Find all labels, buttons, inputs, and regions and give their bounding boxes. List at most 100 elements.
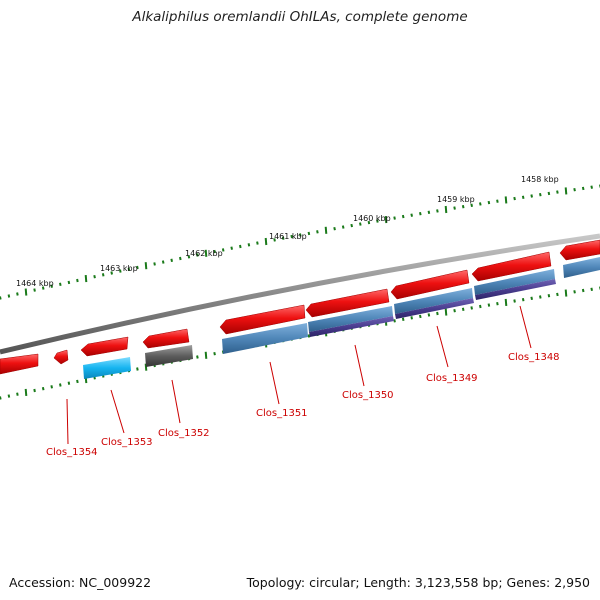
outer-scale-minor-tick xyxy=(161,260,165,264)
outer-scale-minor-tick xyxy=(213,249,216,254)
cog-bar-clos-1349-a[interactable] xyxy=(394,288,473,314)
gene-label-clos-1350[interactable]: Clos_1350 xyxy=(342,390,394,401)
gene-arrow-clos-1349[interactable] xyxy=(390,269,470,300)
cog-bar-clos-1353[interactable] xyxy=(83,357,131,379)
gene-label-clos-1354[interactable]: Clos_1354 xyxy=(46,447,98,458)
cog-bar-clos-1350-a[interactable] xyxy=(308,306,393,332)
leader-clos-1350 xyxy=(354,344,365,387)
outer-scale-major-tick xyxy=(504,196,508,204)
scale-label-1463: 1463 kbp xyxy=(100,264,138,273)
outer-scale-minor-tick xyxy=(496,199,499,203)
outer-scale-minor-tick xyxy=(556,190,559,194)
cog-bar-clos-1350-b[interactable] xyxy=(309,316,394,337)
outer-scale-minor-tick xyxy=(376,219,379,223)
outer-scale-minor-tick xyxy=(76,278,79,283)
inner-scale-minor-tick xyxy=(521,298,525,302)
leader-clos-1352 xyxy=(171,379,181,424)
gene-label-clos-1353[interactable]: Clos_1353 xyxy=(101,437,153,448)
inner-scale-minor-tick xyxy=(427,313,431,317)
outer-scale-major-tick xyxy=(264,237,268,246)
inner-scale-minor-tick xyxy=(16,392,19,396)
outer-scale-minor-tick xyxy=(436,209,439,213)
accession-text: Accession: NC_009922 xyxy=(9,575,152,590)
outer-scale-minor-tick xyxy=(50,284,53,288)
gene-arrow-clos-1354[interactable] xyxy=(53,349,69,365)
inner-scale-minor-tick xyxy=(307,334,311,338)
gene-label-clos-1349[interactable]: Clos_1349 xyxy=(426,373,478,384)
inner-scale-minor-tick xyxy=(0,396,2,400)
cog-bar-clos-1348-a[interactable] xyxy=(474,269,555,295)
cog-bar-clos-1348-b[interactable] xyxy=(475,279,556,300)
inner-scale-minor-tick xyxy=(7,394,11,398)
inner-scale-ticks xyxy=(0,286,600,400)
inner-scale-minor-tick xyxy=(530,296,533,300)
outer-scale-minor-tick xyxy=(350,223,353,228)
inner-scale-minor-tick xyxy=(470,306,473,310)
gene-arrow-clos-1353[interactable] xyxy=(80,336,129,357)
inner-scale-minor-tick xyxy=(590,287,593,291)
outer-scale-minor-tick xyxy=(273,238,276,242)
gene-label-clos-1352[interactable]: Clos_1352 xyxy=(158,428,210,439)
inner-scale-minor-tick xyxy=(573,290,576,294)
outer-scale-minor-tick xyxy=(393,216,396,220)
outer-scale-major-tick xyxy=(384,216,388,224)
outer-scale-minor-tick xyxy=(110,271,113,275)
inner-scale-minor-tick xyxy=(213,352,216,356)
cog-bar-clos-1349-b[interactable] xyxy=(395,298,474,319)
gene-arrow-next[interactable] xyxy=(559,239,600,261)
inner-scale-minor-tick xyxy=(436,311,439,316)
gene-label-leaders xyxy=(66,305,532,445)
gene-arrow-clos-1348[interactable] xyxy=(471,251,552,282)
inner-scale-minor-tick xyxy=(581,288,585,293)
outer-scale-major-tick xyxy=(24,288,28,296)
leader-clos-1351 xyxy=(269,361,280,405)
inner-scale-minor-tick xyxy=(33,388,36,393)
scale-label-1461: 1461 kbp xyxy=(269,232,307,241)
cog-bar-clos-1351[interactable] xyxy=(222,323,308,354)
inner-scale-minor-tick xyxy=(393,319,396,323)
scale-label-1458: 1458 kbp xyxy=(521,175,559,184)
inner-scale-major-tick xyxy=(564,289,568,297)
outer-scale-minor-tick xyxy=(367,220,371,225)
outer-scale-minor-tick xyxy=(573,188,576,192)
gene-label-clos-1351[interactable]: Clos_1351 xyxy=(256,408,308,419)
inner-scale-major-tick xyxy=(204,351,208,359)
outer-scale-major-tick xyxy=(324,226,328,234)
outer-scale-minor-tick xyxy=(539,193,542,197)
outer-scale-minor-tick xyxy=(33,288,36,292)
outer-scale-minor-tick xyxy=(67,280,71,285)
leader-clos-1349 xyxy=(436,325,449,368)
outer-scale-minor-tick xyxy=(590,185,593,189)
inner-scale-minor-tick xyxy=(419,314,422,319)
inner-scale-major-tick xyxy=(24,388,28,396)
outer-scale-minor-tick xyxy=(93,275,96,279)
outer-scale-minor-tick xyxy=(547,191,551,196)
gene-arrow-clos-1351[interactable] xyxy=(219,304,306,335)
outer-scale-minor-tick xyxy=(581,186,585,191)
outer-scale-minor-tick xyxy=(136,265,139,270)
outer-scale-minor-tick xyxy=(401,214,405,219)
gene-label-clos-1348[interactable]: Clos_1348 xyxy=(508,352,560,363)
inner-scale-minor-tick xyxy=(136,367,139,371)
outer-scale-minor-tick xyxy=(521,195,525,199)
inner-scale-minor-tick xyxy=(487,303,491,307)
cog-bar-next[interactable] xyxy=(563,257,600,278)
outer-scale-minor-tick xyxy=(196,253,199,257)
outer-scale-minor-tick xyxy=(299,233,302,237)
outer-scale-major-tick xyxy=(564,187,568,195)
inner-scale-major-tick xyxy=(444,308,448,316)
outer-scale-minor-tick xyxy=(461,205,465,209)
inner-scale-minor-tick xyxy=(539,295,542,299)
inner-scale-minor-tick xyxy=(496,302,499,306)
outer-scale-minor-tick xyxy=(101,273,105,277)
inner-scale-minor-tick xyxy=(401,317,405,321)
cog-bar-clos-1352[interactable] xyxy=(145,345,193,367)
gene-arrow-clos-1354-left[interactable] xyxy=(0,353,39,375)
leader-clos-1354 xyxy=(66,398,69,445)
inner-scale-major-tick xyxy=(144,363,148,371)
outer-scale-minor-tick xyxy=(7,294,11,298)
outer-scale-minor-tick xyxy=(230,246,233,250)
gene-arrow-clos-1350[interactable] xyxy=(305,288,390,318)
gene-arrow-clos-1352[interactable] xyxy=(142,328,190,349)
